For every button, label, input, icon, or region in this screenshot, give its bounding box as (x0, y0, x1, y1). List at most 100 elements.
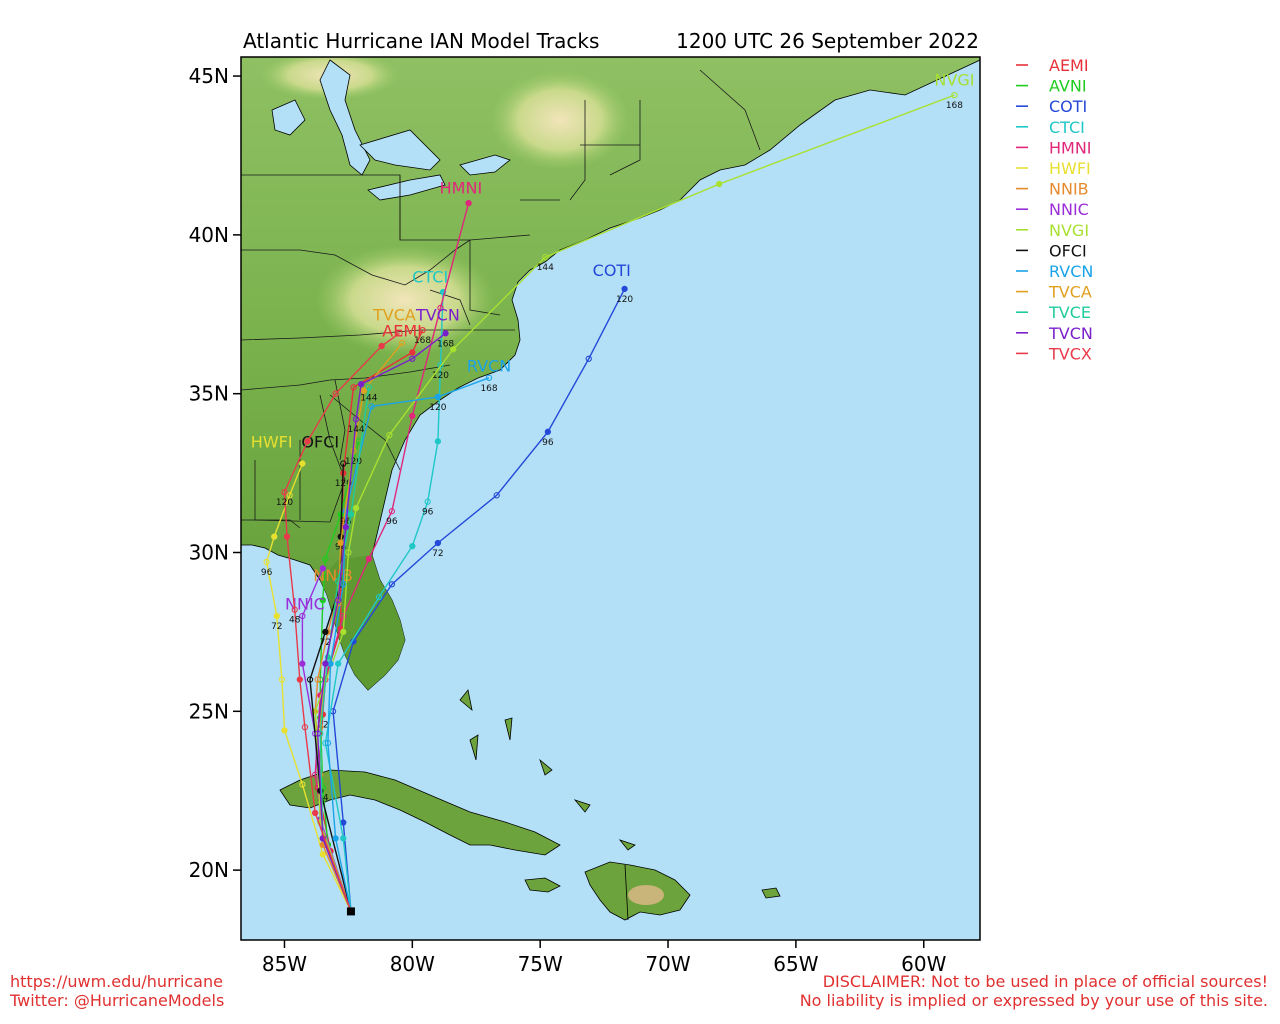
track-end-label: OFCI (301, 433, 339, 452)
track-point (485, 374, 493, 381)
track-hwfi: 72 96 HWFI (251, 433, 352, 912)
forecast-hour-label: 144 (537, 263, 554, 273)
y-tick-label: 40N (189, 223, 229, 247)
track-line (316, 332, 447, 912)
forecast-hour-label: 120 (616, 295, 633, 305)
y-tick-label: 35N (189, 382, 229, 406)
forecast-hour-label: 96 (386, 517, 398, 527)
legend-item-tvca[interactable]: TVCA (1016, 283, 1092, 302)
track-point (544, 428, 552, 435)
track-point (347, 511, 355, 518)
track-point (345, 549, 352, 556)
legend-label: TVCA (1048, 283, 1092, 302)
track-point (493, 492, 500, 499)
track-coti: 72 96 120 COTI (329, 261, 633, 912)
legend-item-nnic[interactable]: NNIC (1016, 200, 1089, 219)
forecast-hour-label: 72 (320, 638, 331, 648)
track-point (340, 612, 347, 620)
legend-item-hwfi[interactable]: HWFI (1016, 159, 1091, 178)
track-end-label: NVGI (934, 71, 974, 90)
legend-label: TVCX (1048, 344, 1092, 363)
track-point (301, 724, 309, 731)
legend-item-coti[interactable]: COTI (1016, 97, 1087, 116)
track-point (386, 431, 393, 439)
forecast-hour-label: 120 (432, 371, 449, 381)
forecast-hour-label: 72 (271, 622, 282, 632)
legend-item-aemi[interactable]: AEMI (1016, 56, 1089, 75)
legend-item-tvcn[interactable]: TVCN (1016, 324, 1093, 343)
legend-item-ctci[interactable]: CTCI (1016, 118, 1085, 137)
track-point (442, 330, 449, 337)
forecast-hour-label: 168 (414, 336, 431, 346)
legend-label: OFCI (1049, 241, 1087, 260)
track-point (434, 438, 442, 445)
footer-url[interactable]: https://uwm.edu/hurricane (10, 972, 223, 991)
track-point (434, 393, 442, 401)
track-point (409, 412, 416, 420)
track-end-label: COTI (593, 261, 631, 280)
track-point (951, 91, 958, 99)
track-point (437, 361, 444, 369)
map-title: Atlantic Hurricane IAN Model Tracks (243, 29, 599, 53)
x-tick-label: 80W (390, 952, 435, 976)
legend-item-tvce[interactable]: TVCE (1016, 303, 1091, 322)
track-point (304, 438, 311, 445)
axes-layer: 85W 80W 75W 70W 65W 60W 20N 25N 30N 35N 40N 45N (189, 64, 947, 976)
track-point (378, 342, 385, 350)
x-tick-label: 75W (518, 952, 563, 976)
track-line (324, 291, 444, 912)
track-point (542, 253, 549, 261)
plot-frame (240, 56, 981, 941)
legend-item-tvcx[interactable]: TVCX (1016, 344, 1092, 363)
track-point (291, 606, 298, 613)
map-timestamp: 1200 UTC 26 September 2022 (676, 29, 979, 53)
tracks-layer: 72120168AEMI247296120COTI96120CTCI96HMNI… (251, 71, 974, 916)
caribbean-islands (279, 689, 781, 921)
track-point (340, 819, 347, 826)
forecast-hour-label: 120 (335, 479, 352, 489)
legend-item-nnib[interactable]: NNIB (1016, 180, 1089, 199)
track-point (409, 355, 416, 362)
track-point (388, 581, 396, 588)
track-point (368, 403, 375, 410)
track-point (299, 660, 306, 667)
forecast-hour-label: 168 (480, 384, 497, 394)
track-point (335, 596, 342, 604)
legend-label: NNIB (1049, 180, 1089, 199)
legend-item-avni[interactable]: AVNI (1016, 77, 1087, 96)
legend-label: RVCN (1049, 262, 1093, 281)
track-point (409, 542, 416, 550)
legend-item-hmni[interactable]: HMNI (1016, 138, 1092, 157)
track-point (352, 415, 360, 423)
track-point (342, 523, 349, 531)
track-point (314, 676, 321, 683)
track-point (335, 660, 342, 667)
track-point (271, 533, 278, 540)
track-point (365, 384, 373, 391)
track-point (350, 384, 357, 391)
forecast-hour-label: 120 (276, 498, 293, 508)
track-point (450, 346, 457, 353)
track-point (312, 809, 319, 817)
storm-origin-marker (346, 907, 355, 916)
legend-item-rvcn[interactable]: RVCN (1016, 262, 1093, 281)
forecast-hour-label: 144 (360, 393, 377, 403)
track-point (375, 593, 383, 601)
track-end-label: AEMI (382, 322, 422, 341)
track-end-label: RVCN (467, 356, 511, 375)
footer-twitter[interactable]: Twitter: @HurricaneModels (10, 991, 225, 1010)
great-lakes (271, 59, 511, 201)
legend-item-nvgi[interactable]: NVGI (1016, 221, 1089, 240)
legend-label: HMNI (1049, 138, 1092, 157)
forecast-hour-label: 168 (437, 339, 454, 349)
footer-credits: https://uwm.edu/hurricane Twitter: @Hurr… (10, 972, 224, 1010)
track-point (419, 327, 426, 334)
y-tick-label: 45N (189, 64, 229, 88)
legend-label: AVNI (1049, 77, 1087, 96)
legend-item-ofci[interactable]: OFCI (1016, 241, 1087, 260)
track-end-label: HWFI (251, 433, 293, 452)
legend-label: COTI (1049, 97, 1087, 116)
forecast-hour-label: 96 (542, 438, 554, 448)
track-point (337, 539, 344, 547)
legend-label: AEMI (1049, 56, 1089, 75)
